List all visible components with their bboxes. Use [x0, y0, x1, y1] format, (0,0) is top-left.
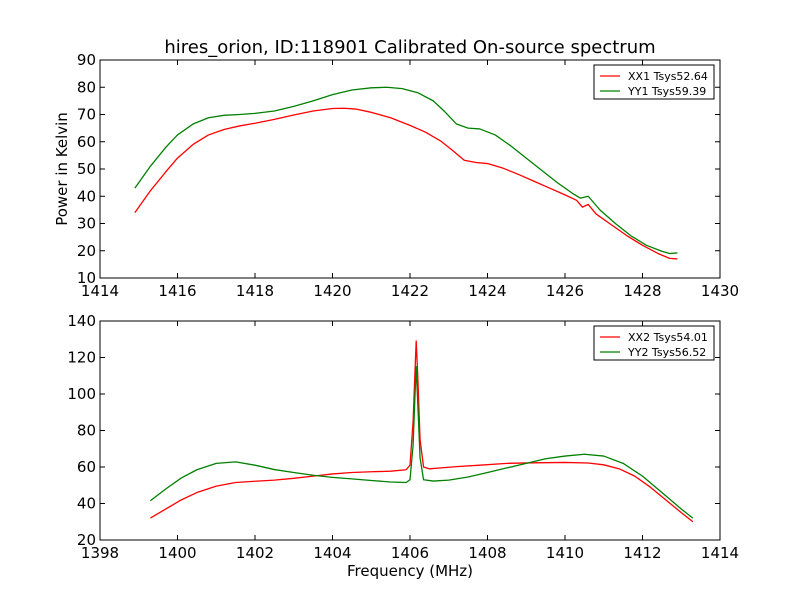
y-tick-label: 80 [77, 78, 96, 96]
series-line-1 [134, 107, 678, 260]
series-line-1 [150, 340, 694, 523]
legend-box [593, 64, 715, 100]
legend-label: YY2 Tsys56.52 [627, 346, 706, 359]
x-tick-label: 1398 [81, 544, 119, 562]
y-axis-label: Power in Kelvin [53, 112, 71, 226]
x-tick-label: 1402 [236, 544, 274, 562]
x-tick-label: 1424 [468, 282, 506, 300]
x-tick-label: 1420 [313, 282, 351, 300]
legend-label: XX1 Tsys52.64 [628, 70, 708, 83]
y-tick-label: 40 [77, 187, 96, 205]
y-tick-label: 60 [77, 458, 96, 476]
legend-label: XX2 Tsys54.01 [628, 331, 708, 344]
x-tick-label: 1426 [546, 282, 584, 300]
y-tick-label: 20 [77, 242, 96, 260]
y-tick-label: 50 [77, 160, 96, 178]
x-tick-label: 1414 [701, 544, 739, 562]
y-tick-label: 60 [77, 133, 96, 151]
y-tick-label: 90 [77, 51, 96, 69]
plot-bottom: 1398 1400 1402 1404 1406 1408 1410 1412 1414 20 40… [67, 312, 739, 580]
x-tick-label: 1400 [158, 544, 196, 562]
x-tick-label: 1428 [623, 282, 661, 300]
y-tick-label: 100 [67, 385, 96, 403]
series-line-2 [134, 86, 678, 255]
x-tick-label: 1418 [236, 282, 274, 300]
x-tick-label: 1416 [158, 282, 196, 300]
legend-box [593, 325, 715, 361]
y-tick-label: 120 [67, 349, 96, 367]
y-tick-label: 30 [77, 215, 96, 233]
x-tick-label: 1430 [701, 282, 739, 300]
x-tick-label: 1422 [391, 282, 429, 300]
y-tick-label: 10 [77, 269, 96, 287]
figure-title: hires_orion, ID:118901 Calibrated On-sou… [164, 37, 655, 58]
x-tick-label: 1410 [546, 544, 584, 562]
y-tick-label: 40 [77, 495, 96, 513]
y-tick-label: 20 [77, 531, 96, 549]
x-tick-label: 1412 [623, 544, 661, 562]
x-axis-label: Frequency (MHz) [347, 562, 473, 580]
x-tick-label: 1408 [468, 544, 506, 562]
series-line-2 [149, 365, 694, 519]
y-tick-label: 80 [77, 422, 96, 440]
y-tick-label: 140 [67, 312, 96, 330]
x-tick-label: 1406 [391, 544, 429, 562]
x-tick-label: 1414 [81, 282, 119, 300]
y-tick-label: 70 [77, 106, 96, 124]
plot-top: 1414 1416 1418 1420 1422 1424 1426 1428 1430 10 20… [53, 51, 739, 300]
x-tick-label: 1404 [313, 544, 351, 562]
legend: XX2 Tsys54.01 YY2 Tsys56.52 [593, 325, 715, 361]
legend: XX1 Tsys52.64 YY1 Tsys59.39 [593, 64, 715, 100]
legend-label: YY1 Tsys59.39 [627, 85, 706, 98]
